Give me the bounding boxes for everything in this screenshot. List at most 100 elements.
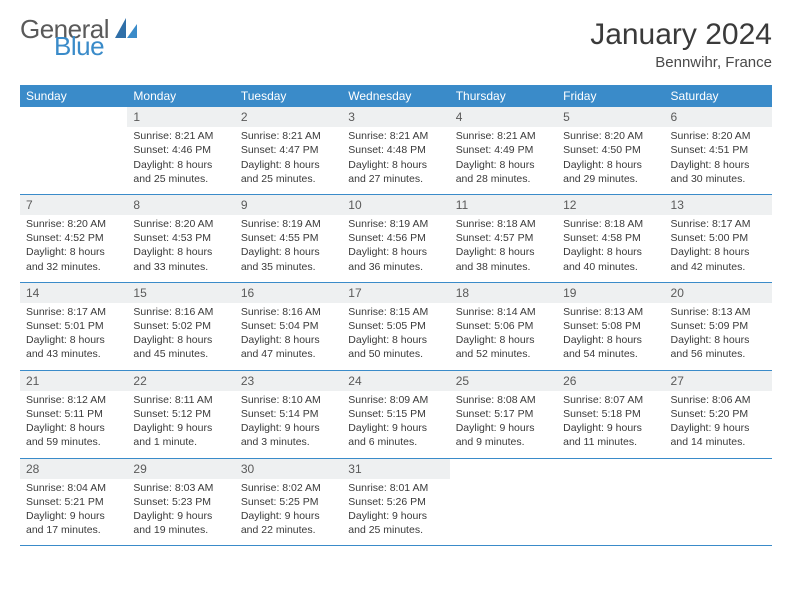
- sunrise-line: Sunrise: 8:21 AM: [456, 129, 551, 143]
- day-number-cell: 24: [342, 370, 449, 391]
- sunset-line: Sunset: 5:14 PM: [241, 407, 336, 421]
- sunset-line: Sunset: 4:57 PM: [456, 231, 551, 245]
- daylight-line: Daylight: 8 hours and 54 minutes.: [563, 333, 658, 361]
- daylight-line: Daylight: 8 hours and 25 minutes.: [133, 158, 228, 186]
- sunset-line: Sunset: 4:52 PM: [26, 231, 121, 245]
- day-detail-cell: Sunrise: 8:20 AMSunset: 4:52 PMDaylight:…: [20, 215, 127, 282]
- sunset-line: Sunset: 4:58 PM: [563, 231, 658, 245]
- day-detail-cell: Sunrise: 8:03 AMSunset: 5:23 PMDaylight:…: [127, 479, 234, 546]
- day-detail-cell: Sunrise: 8:17 AMSunset: 5:01 PMDaylight:…: [20, 303, 127, 370]
- sunrise-line: Sunrise: 8:18 AM: [563, 217, 658, 231]
- sunset-line: Sunset: 5:02 PM: [133, 319, 228, 333]
- daylight-line: Daylight: 8 hours and 59 minutes.: [26, 421, 121, 449]
- day-detail-cell: Sunrise: 8:15 AMSunset: 5:05 PMDaylight:…: [342, 303, 449, 370]
- sunset-line: Sunset: 5:06 PM: [456, 319, 551, 333]
- sunrise-line: Sunrise: 8:11 AM: [133, 393, 228, 407]
- sunrise-line: Sunrise: 8:13 AM: [563, 305, 658, 319]
- daylight-line: Daylight: 8 hours and 43 minutes.: [26, 333, 121, 361]
- sunset-line: Sunset: 4:49 PM: [456, 143, 551, 157]
- daylight-line: Daylight: 8 hours and 42 minutes.: [671, 245, 766, 273]
- day-detail-cell: Sunrise: 8:21 AMSunset: 4:47 PMDaylight:…: [235, 127, 342, 194]
- weekday-header: Friday: [557, 85, 664, 107]
- day-number-cell: 23: [235, 370, 342, 391]
- sunrise-line: Sunrise: 8:06 AM: [671, 393, 766, 407]
- logo: General Blue: [20, 18, 137, 57]
- day-detail-cell: Sunrise: 8:04 AMSunset: 5:21 PMDaylight:…: [20, 479, 127, 546]
- day-detail-row: Sunrise: 8:21 AMSunset: 4:46 PMDaylight:…: [20, 127, 772, 194]
- sunset-line: Sunset: 4:56 PM: [348, 231, 443, 245]
- daylight-line: Daylight: 8 hours and 47 minutes.: [241, 333, 336, 361]
- daylight-line: Daylight: 9 hours and 17 minutes.: [26, 509, 121, 537]
- weekday-header: Thursday: [450, 85, 557, 107]
- day-detail-cell: [557, 479, 664, 546]
- day-number-cell: 2: [235, 107, 342, 127]
- day-number-row: 21222324252627: [20, 370, 772, 391]
- sunrise-line: Sunrise: 8:14 AM: [456, 305, 551, 319]
- day-detail-cell: Sunrise: 8:21 AMSunset: 4:49 PMDaylight:…: [450, 127, 557, 194]
- sunset-line: Sunset: 5:11 PM: [26, 407, 121, 421]
- sunset-line: Sunset: 5:09 PM: [671, 319, 766, 333]
- daylight-line: Daylight: 8 hours and 36 minutes.: [348, 245, 443, 273]
- day-detail-row: Sunrise: 8:20 AMSunset: 4:52 PMDaylight:…: [20, 215, 772, 282]
- daylight-line: Daylight: 8 hours and 25 minutes.: [241, 158, 336, 186]
- day-number-cell: 22: [127, 370, 234, 391]
- sunrise-line: Sunrise: 8:02 AM: [241, 481, 336, 495]
- sunrise-line: Sunrise: 8:04 AM: [26, 481, 121, 495]
- daylight-line: Daylight: 8 hours and 29 minutes.: [563, 158, 658, 186]
- day-number-cell: 15: [127, 282, 234, 303]
- day-number-row: 14151617181920: [20, 282, 772, 303]
- day-number-cell: 20: [665, 282, 772, 303]
- sunrise-line: Sunrise: 8:07 AM: [563, 393, 658, 407]
- sunrise-line: Sunrise: 8:20 AM: [133, 217, 228, 231]
- day-detail-cell: [665, 479, 772, 546]
- daylight-line: Daylight: 8 hours and 27 minutes.: [348, 158, 443, 186]
- day-number-cell: 1: [127, 107, 234, 127]
- day-detail-cell: Sunrise: 8:07 AMSunset: 5:18 PMDaylight:…: [557, 391, 664, 458]
- sunset-line: Sunset: 4:53 PM: [133, 231, 228, 245]
- sunset-line: Sunset: 4:51 PM: [671, 143, 766, 157]
- daylight-line: Daylight: 8 hours and 50 minutes.: [348, 333, 443, 361]
- logo-text-blue: Blue: [54, 35, 137, 57]
- day-detail-cell: Sunrise: 8:10 AMSunset: 5:14 PMDaylight:…: [235, 391, 342, 458]
- daylight-line: Daylight: 8 hours and 35 minutes.: [241, 245, 336, 273]
- sunset-line: Sunset: 5:18 PM: [563, 407, 658, 421]
- daylight-line: Daylight: 8 hours and 52 minutes.: [456, 333, 551, 361]
- day-number-cell: 10: [342, 194, 449, 215]
- day-detail-cell: Sunrise: 8:13 AMSunset: 5:08 PMDaylight:…: [557, 303, 664, 370]
- sunset-line: Sunset: 5:26 PM: [348, 495, 443, 509]
- day-detail-cell: Sunrise: 8:18 AMSunset: 4:57 PMDaylight:…: [450, 215, 557, 282]
- day-number-cell: [557, 458, 664, 479]
- sunrise-line: Sunrise: 8:12 AM: [26, 393, 121, 407]
- sunrise-line: Sunrise: 8:20 AM: [26, 217, 121, 231]
- daylight-line: Daylight: 8 hours and 32 minutes.: [26, 245, 121, 273]
- sunset-line: Sunset: 5:25 PM: [241, 495, 336, 509]
- weekday-header-row: SundayMondayTuesdayWednesdayThursdayFrid…: [20, 85, 772, 107]
- day-number-cell: 4: [450, 107, 557, 127]
- sunrise-line: Sunrise: 8:03 AM: [133, 481, 228, 495]
- day-number-cell: 13: [665, 194, 772, 215]
- daylight-line: Daylight: 9 hours and 1 minute.: [133, 421, 228, 449]
- header: General Blue January 2024 Bennwihr, Fran…: [20, 18, 772, 71]
- daylight-line: Daylight: 8 hours and 30 minutes.: [671, 158, 766, 186]
- day-detail-row: Sunrise: 8:17 AMSunset: 5:01 PMDaylight:…: [20, 303, 772, 370]
- weekday-header: Wednesday: [342, 85, 449, 107]
- sunset-line: Sunset: 5:20 PM: [671, 407, 766, 421]
- day-detail-cell: Sunrise: 8:19 AMSunset: 4:55 PMDaylight:…: [235, 215, 342, 282]
- sunrise-line: Sunrise: 8:15 AM: [348, 305, 443, 319]
- day-number-row: 28293031: [20, 458, 772, 479]
- sunrise-line: Sunrise: 8:21 AM: [348, 129, 443, 143]
- sunrise-line: Sunrise: 8:16 AM: [241, 305, 336, 319]
- day-detail-cell: Sunrise: 8:16 AMSunset: 5:04 PMDaylight:…: [235, 303, 342, 370]
- daylight-line: Daylight: 9 hours and 25 minutes.: [348, 509, 443, 537]
- day-number-cell: 31: [342, 458, 449, 479]
- day-number-cell: 28: [20, 458, 127, 479]
- day-detail-cell: Sunrise: 8:14 AMSunset: 5:06 PMDaylight:…: [450, 303, 557, 370]
- day-number-cell: 11: [450, 194, 557, 215]
- daylight-line: Daylight: 9 hours and 6 minutes.: [348, 421, 443, 449]
- sunrise-line: Sunrise: 8:20 AM: [563, 129, 658, 143]
- sunset-line: Sunset: 4:46 PM: [133, 143, 228, 157]
- day-detail-cell: Sunrise: 8:21 AMSunset: 4:46 PMDaylight:…: [127, 127, 234, 194]
- day-detail-row: Sunrise: 8:12 AMSunset: 5:11 PMDaylight:…: [20, 391, 772, 458]
- daylight-line: Daylight: 9 hours and 14 minutes.: [671, 421, 766, 449]
- sunrise-line: Sunrise: 8:01 AM: [348, 481, 443, 495]
